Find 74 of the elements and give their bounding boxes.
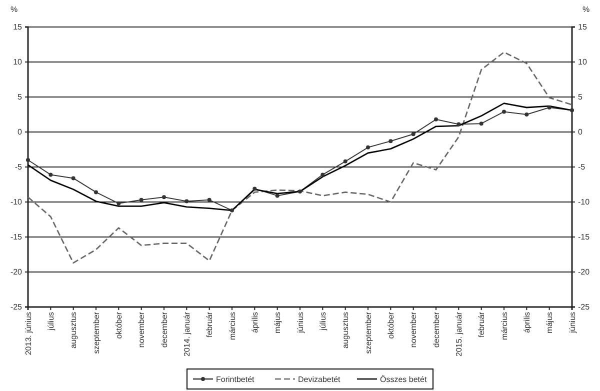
x-tick-label: március bbox=[500, 312, 509, 340]
x-tick-label: május bbox=[273, 312, 282, 334]
point bbox=[207, 198, 212, 202]
point bbox=[298, 190, 302, 194]
y-tick-label: 0 bbox=[18, 128, 23, 137]
point bbox=[26, 158, 30, 162]
legend-label: Forintbetét bbox=[216, 374, 256, 384]
point bbox=[162, 195, 166, 200]
point bbox=[275, 194, 280, 198]
legend-label: Devizabetét bbox=[298, 374, 342, 384]
point bbox=[388, 139, 393, 144]
point bbox=[320, 172, 325, 177]
x-tick-label: november bbox=[409, 312, 418, 348]
point bbox=[479, 122, 484, 126]
x-tick-label: augusztus bbox=[69, 312, 78, 348]
y2-tick-label: -10 bbox=[578, 198, 590, 207]
x-tick-label: 2014. január bbox=[182, 312, 192, 356]
x-tick-label: november bbox=[137, 312, 146, 348]
x-tick-label: augusztus bbox=[341, 312, 350, 348]
point bbox=[230, 208, 234, 212]
point bbox=[570, 108, 574, 112]
point bbox=[547, 106, 552, 110]
legend-label: Összes betét bbox=[380, 374, 428, 384]
x-tick-label: június bbox=[568, 312, 577, 334]
y-tick-label: 5 bbox=[18, 92, 23, 102]
y2-tick-label: 0 bbox=[578, 128, 583, 137]
x-tick-label: 2013. június bbox=[24, 312, 33, 356]
y2-tick-label: -20 bbox=[578, 268, 590, 277]
point bbox=[343, 159, 348, 164]
y-tick-label: 15 bbox=[13, 22, 23, 32]
x-tick-label: március bbox=[228, 312, 237, 340]
x-tick-label: 2015. január bbox=[454, 312, 464, 356]
x-tick-label: április bbox=[522, 312, 532, 333]
point bbox=[524, 112, 529, 116]
point bbox=[71, 176, 76, 180]
y2-tick-label: -25 bbox=[578, 302, 590, 312]
x-tick-label: május bbox=[545, 312, 554, 334]
point bbox=[502, 110, 506, 114]
point bbox=[366, 145, 370, 150]
x-tick-label: december bbox=[160, 312, 169, 348]
point bbox=[116, 201, 121, 206]
point bbox=[434, 117, 438, 122]
y-tick-label: -5 bbox=[14, 162, 23, 172]
x-tick-label: szeptember bbox=[364, 312, 373, 354]
y-axis-title: % bbox=[10, 5, 18, 14]
point bbox=[411, 132, 416, 136]
x-tick-label: december bbox=[432, 312, 441, 348]
point bbox=[94, 190, 98, 194]
y-tick-label: 10 bbox=[13, 58, 23, 67]
x-tick-label: szeptember bbox=[92, 312, 101, 354]
y-tick-label: -25 bbox=[10, 302, 23, 312]
y2-axis-title: % bbox=[582, 5, 590, 14]
point bbox=[252, 186, 257, 191]
y-tick-label: -15 bbox=[10, 232, 23, 242]
line-series bbox=[27, 52, 573, 264]
y-tick-label: -20 bbox=[10, 268, 23, 277]
point bbox=[139, 198, 144, 202]
point bbox=[456, 122, 461, 126]
point bbox=[184, 199, 189, 204]
x-tick-label: október bbox=[386, 312, 396, 339]
y2-tick-label: 10 bbox=[578, 58, 588, 67]
y2-tick-label: -15 bbox=[578, 232, 590, 242]
x-tick-label: július bbox=[318, 312, 328, 332]
x-tick-label: február bbox=[205, 312, 214, 338]
x-tick-label: április bbox=[250, 312, 260, 333]
y2-tick-label: 5 bbox=[578, 92, 583, 102]
x-tick-label: július bbox=[46, 312, 56, 332]
y2-tick-label: -5 bbox=[578, 162, 586, 172]
x-tick-label: február bbox=[477, 312, 486, 338]
y2-tick-label: 15 bbox=[578, 22, 588, 32]
x-tick-label: október bbox=[114, 312, 124, 339]
point bbox=[48, 172, 53, 177]
y-tick-label: -10 bbox=[10, 198, 23, 207]
x-tick-label: június bbox=[296, 312, 305, 334]
